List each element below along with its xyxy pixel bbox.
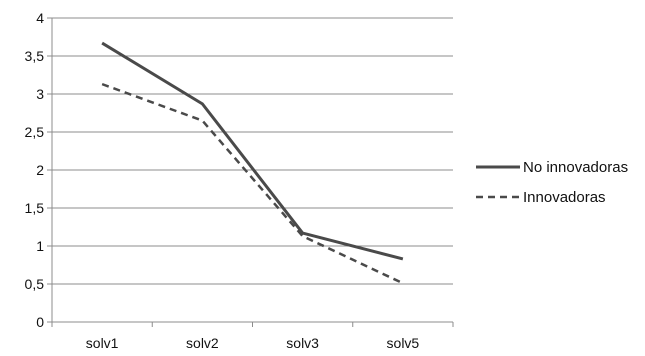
x-tick-labels: solv1 solv2 solv3 solv5 xyxy=(86,335,420,351)
x-tick-label-solv2: solv2 xyxy=(186,335,219,351)
y-tick-label-7: 3,5 xyxy=(25,48,45,64)
legend-label-innovadoras: Innovadoras xyxy=(523,189,606,206)
x-tick-label-solv1: solv1 xyxy=(86,335,119,351)
x-tick-label-solv3: solv3 xyxy=(286,335,319,351)
y-tick-label-1: 0,5 xyxy=(25,276,45,292)
axes xyxy=(47,17,454,327)
x-tick-label-solv5: solv5 xyxy=(387,335,420,351)
y-tick-label-3: 1,5 xyxy=(25,200,45,216)
series-lines xyxy=(101,41,404,285)
y-tick-label-2: 1 xyxy=(36,238,44,254)
y-tick-label-4: 2 xyxy=(36,162,44,178)
gridlines xyxy=(52,17,453,285)
y-tick-label-6: 3 xyxy=(36,86,44,102)
y-tick-labels: 0 0,5 1 1,5 2 2,5 3 3,5 4 xyxy=(25,10,45,330)
y-tick-label-8: 4 xyxy=(36,10,44,26)
legend-label-no-innovadoras: No innovadoras xyxy=(523,159,628,176)
series-line-innovadoras xyxy=(101,82,404,285)
y-tick-label-5: 2,5 xyxy=(25,124,45,140)
legend: No innovadoras Innovadoras xyxy=(476,159,628,206)
y-tick-label-0: 0 xyxy=(36,314,44,330)
series-line-no-innovadoras xyxy=(101,41,404,261)
